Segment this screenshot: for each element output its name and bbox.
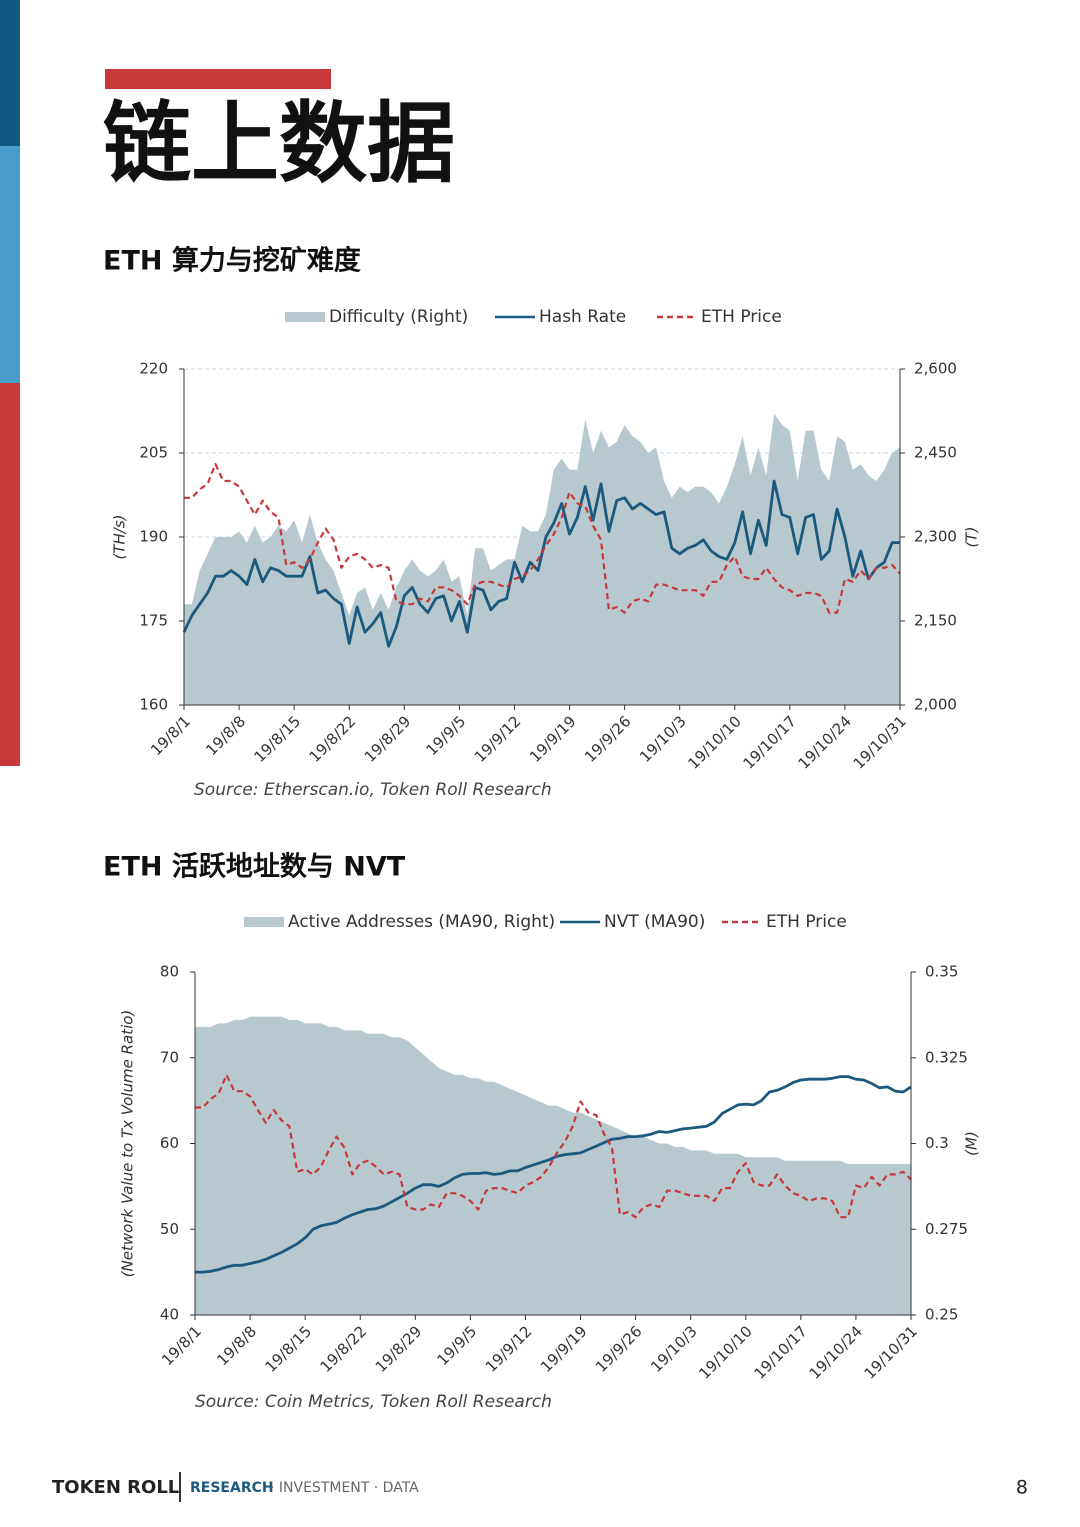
legend-swatch: [244, 917, 284, 927]
side-bar: [0, 146, 20, 383]
x-tick-label: 19/10/24: [806, 1322, 866, 1382]
x-tick-label: 19/10/17: [750, 1322, 810, 1382]
footer-tagline: RESEARCH: [190, 1480, 274, 1496]
x-tick-label: 19/8/8: [202, 712, 249, 759]
page-number: 8: [1016, 1477, 1028, 1499]
y2-tick-label: 0.275: [925, 1220, 968, 1238]
legend-label: Hash Rate: [539, 307, 626, 327]
header-bar: [105, 69, 331, 89]
x-tick-label: 19/10/10: [695, 1322, 755, 1382]
line: [195, 1075, 912, 1274]
y2-tick-label: 0.25: [925, 1306, 958, 1324]
y-tick-label: 70: [160, 1048, 179, 1066]
x-tick-label: 19/8/15: [251, 712, 305, 766]
x-tick-label: 19/8/29: [361, 712, 415, 766]
y2-axis-label: (M): [963, 1131, 981, 1156]
area: [195, 1016, 911, 1315]
x-tick-label: 19/8/22: [317, 1322, 371, 1376]
x-tick-label: 19/10/17: [739, 712, 799, 772]
y2-tick-label: 2,150: [914, 612, 957, 630]
legend-label: Active Addresses (MA90, Right): [288, 912, 555, 932]
x-tick-label: 19/9/12: [471, 712, 525, 766]
x-tick-label: 19/9/5: [423, 712, 470, 759]
legend-label: ETH Price: [766, 912, 847, 932]
chart-title: ETH 活跃地址数与 NVT: [103, 852, 406, 883]
y-tick-label: 160: [139, 696, 168, 714]
y-tick-label: 80: [160, 963, 179, 981]
y2-tick-label: 0.3: [925, 1134, 949, 1152]
legend-label: NVT (MA90): [604, 912, 705, 932]
y-tick-label: 205: [139, 444, 168, 462]
y2-tick-label: 2,000: [914, 696, 957, 714]
y2-tick-label: 2,300: [914, 528, 957, 546]
x-tick-label: 19/8/22: [306, 712, 360, 766]
x-tick-label: 19/10/24: [795, 712, 855, 772]
x-tick-label: 19/10/3: [647, 1322, 701, 1376]
y-tick-label: 50: [160, 1220, 179, 1238]
page-title: 链上数据: [103, 92, 455, 195]
y-tick-label: 220: [139, 360, 168, 378]
footer-tagline: · INVESTMENT · DATA: [270, 1480, 419, 1496]
source-note: Source: Coin Metrics, Token Roll Researc…: [195, 1392, 552, 1412]
y-axis-label: (Network Value to Tx Volume Ratio): [119, 1010, 137, 1278]
x-tick-label: 19/10/31: [850, 712, 910, 772]
x-tick-label: 19/8/1: [147, 712, 194, 759]
y-tick-label: 190: [139, 528, 168, 546]
x-tick-label: 19/10/3: [636, 712, 690, 766]
x-tick-label: 19/10/10: [684, 712, 744, 772]
line: [182, 479, 900, 648]
footer-brand: TOKEN ROLL: [52, 1477, 179, 1498]
legend-label: ETH Price: [701, 307, 782, 327]
x-tick-label: 19/8/1: [158, 1322, 205, 1369]
x-tick-label: 19/9/19: [537, 1322, 591, 1376]
x-tick-label: 19/9/19: [526, 712, 580, 766]
x-tick-label: 19/9/12: [482, 1322, 536, 1376]
x-tick-label: 19/8/29: [372, 1322, 426, 1376]
dashed-line: [184, 463, 901, 614]
chart-title: ETH 算力与挖矿难度: [103, 245, 361, 277]
legend-label: Difficulty (Right): [329, 307, 468, 327]
y-tick-label: 60: [160, 1134, 179, 1152]
x-tick-label: 19/8/8: [213, 1322, 260, 1369]
side-bar: [0, 0, 20, 146]
x-tick-label: 19/8/15: [262, 1322, 316, 1376]
x-tick-label: 19/10/31: [861, 1322, 921, 1382]
y-axis-label: (TH/s): [111, 514, 129, 559]
x-tick-label: 19/9/26: [592, 1322, 646, 1376]
x-tick-label: 19/9/5: [434, 1322, 481, 1369]
y2-tick-label: 0.325: [925, 1048, 968, 1066]
y2-axis-label: (T): [963, 527, 981, 548]
y-tick-label: 175: [139, 612, 168, 630]
x-tick-label: 19/9/26: [581, 712, 635, 766]
y2-tick-label: 0.35: [925, 963, 958, 981]
legend-swatch: [285, 312, 325, 322]
side-bar: [0, 383, 20, 766]
source-note: Source: Etherscan.io, Token Roll Researc…: [194, 780, 552, 800]
y2-tick-label: 2,600: [914, 360, 957, 378]
y2-tick-label: 2,450: [914, 444, 957, 462]
y-tick-label: 40: [160, 1306, 179, 1324]
